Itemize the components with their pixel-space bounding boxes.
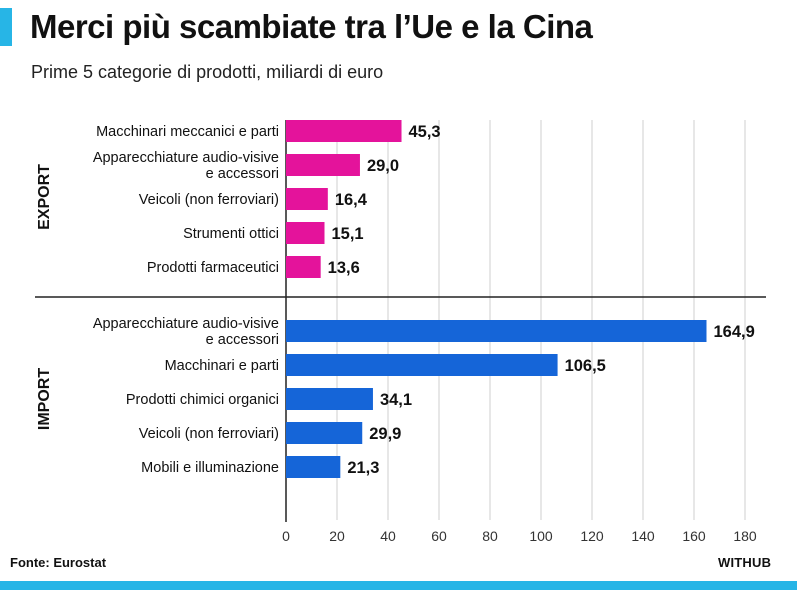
category-label: Apparecchiature audio-visive	[93, 316, 279, 332]
data-label: 13,6	[328, 259, 360, 277]
category-label: Macchinari e parti	[165, 358, 279, 374]
x-tick-label: 100	[529, 528, 553, 544]
bar	[286, 456, 341, 478]
brand-logo: WITHUB	[718, 555, 772, 570]
data-label: 34,1	[380, 391, 412, 409]
x-tick-label: 60	[431, 528, 447, 544]
data-label: 16,4	[335, 191, 368, 209]
x-tick-label: 20	[329, 528, 345, 544]
category-label: Strumenti ottici	[183, 226, 279, 242]
data-label: 45,3	[409, 123, 441, 141]
category-label: Macchinari meccanici e parti	[96, 124, 279, 140]
category-label: e accessori	[206, 166, 279, 182]
x-tick-label: 120	[580, 528, 604, 544]
title-accent-bar	[0, 8, 12, 46]
bar	[286, 222, 325, 244]
x-tick-label: 0	[282, 528, 290, 544]
bar	[286, 320, 707, 342]
page-subtitle: Prime 5 categorie di prodotti, miliardi …	[31, 62, 384, 82]
data-label: 164,9	[713, 323, 754, 341]
bar	[286, 388, 373, 410]
bar	[286, 120, 402, 142]
source-note: Fonte: Eurostat	[10, 555, 107, 570]
data-label: 29,9	[369, 425, 401, 443]
category-label: Veicoli (non ferroviari)	[139, 192, 279, 208]
category-label: Apparecchiature audio-visive	[93, 150, 279, 166]
group-label-export: EXPORT	[36, 164, 53, 230]
data-label: 21,3	[347, 459, 379, 477]
category-label: e accessori	[206, 332, 279, 348]
x-tick-label: 140	[631, 528, 655, 544]
x-tick-label: 40	[380, 528, 396, 544]
data-label: 106,5	[565, 357, 606, 375]
bottom-accent-bar	[0, 581, 797, 590]
x-tick-label: 180	[733, 528, 757, 544]
bar	[286, 188, 328, 210]
bar	[286, 256, 321, 278]
bar	[286, 154, 360, 176]
group-label-import: IMPORT	[36, 368, 53, 430]
page-title: Merci più scambiate tra l’Ue e la Cina	[30, 8, 593, 45]
bar	[286, 354, 558, 376]
x-tick-label: 160	[682, 528, 706, 544]
x-tick-label: 80	[482, 528, 498, 544]
category-label: Mobili e illuminazione	[141, 460, 279, 476]
data-label: 29,0	[367, 157, 399, 175]
category-label: Prodotti farmaceutici	[147, 260, 279, 276]
bar	[286, 422, 363, 444]
category-label: Prodotti chimici organici	[126, 392, 279, 408]
category-label: Veicoli (non ferroviari)	[139, 426, 279, 442]
data-label: 15,1	[332, 225, 364, 243]
